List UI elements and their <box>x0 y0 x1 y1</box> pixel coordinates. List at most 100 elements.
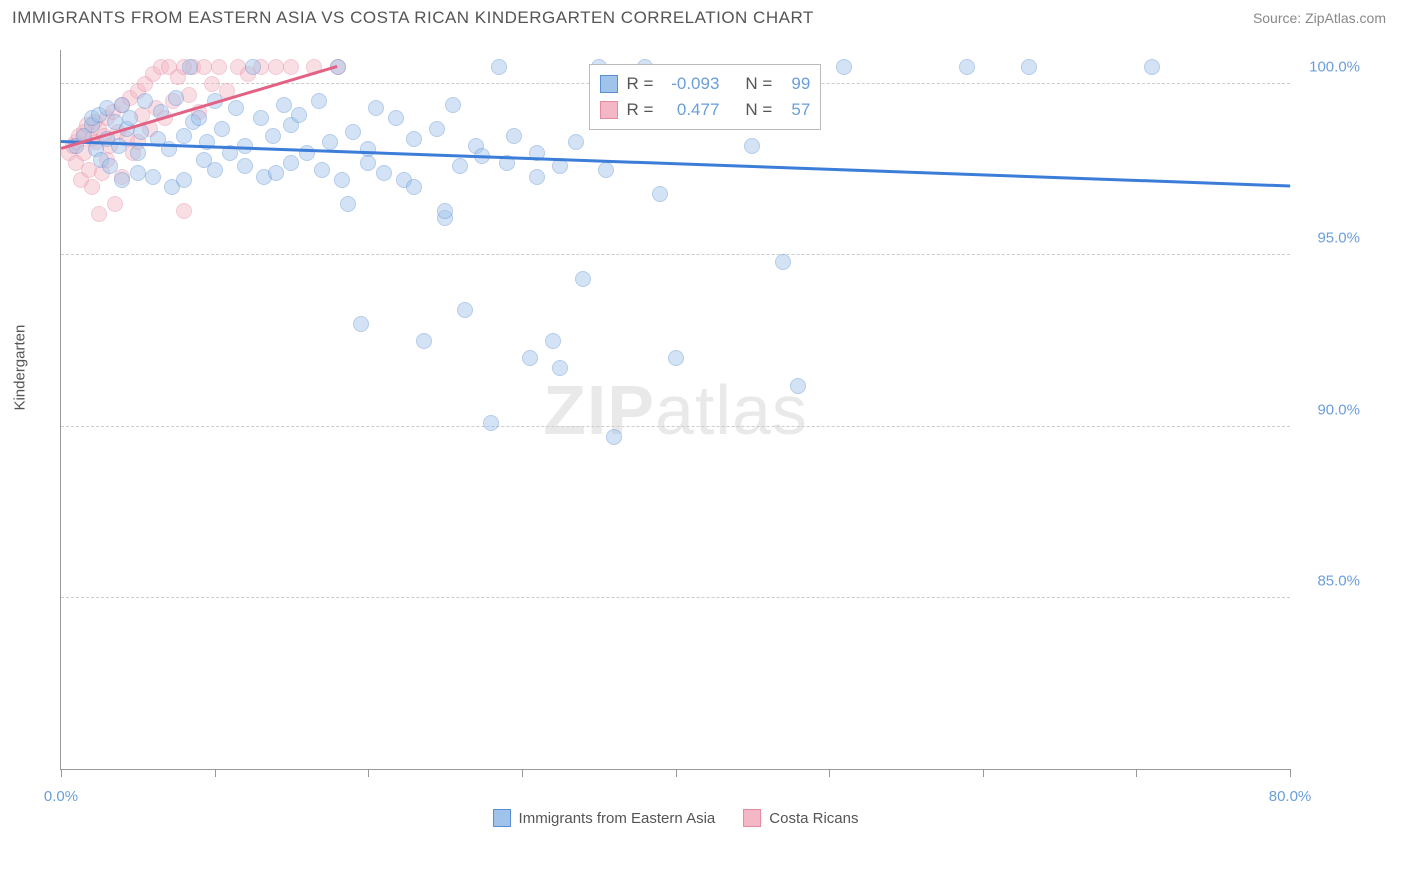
data-point <box>130 165 146 181</box>
gridline-h <box>61 254 1290 255</box>
y-tick-label: 100.0% <box>1300 59 1360 76</box>
data-point <box>137 93 153 109</box>
data-point <box>376 165 392 181</box>
data-point <box>1144 59 1160 75</box>
legend-item: Costa Ricans <box>743 809 858 827</box>
data-point <box>111 138 127 154</box>
data-point <box>102 158 118 174</box>
stat-r-value: -0.093 <box>661 74 719 94</box>
data-point <box>345 124 361 140</box>
data-point <box>340 196 356 212</box>
data-point <box>283 59 299 75</box>
stat-r-value: 0.477 <box>661 100 719 120</box>
data-point <box>775 254 791 270</box>
data-point <box>353 316 369 332</box>
data-point <box>245 59 261 75</box>
x-tick <box>368 769 369 777</box>
data-point <box>84 179 100 195</box>
watermark: ZIPatlas <box>543 370 808 450</box>
data-point <box>545 333 561 349</box>
y-tick-label: 85.0% <box>1300 572 1360 589</box>
data-point <box>114 172 130 188</box>
data-point <box>959 59 975 75</box>
stats-box: R =-0.093N =99R =0.477N =57 <box>589 64 821 130</box>
stats-row: R =0.477N =57 <box>600 97 810 123</box>
data-point <box>483 415 499 431</box>
data-point <box>265 128 281 144</box>
legend-label: Immigrants from Eastern Asia <box>519 810 716 827</box>
legend-swatch <box>493 809 511 827</box>
data-point <box>506 128 522 144</box>
data-point <box>406 179 422 195</box>
data-point <box>176 172 192 188</box>
data-point <box>291 107 307 123</box>
data-point <box>452 158 468 174</box>
data-point <box>204 76 220 92</box>
x-tick <box>983 769 984 777</box>
legend-swatch <box>600 75 618 93</box>
gridline-h <box>61 597 1290 598</box>
data-point <box>406 131 422 147</box>
data-point <box>168 90 184 106</box>
stat-n-label: N = <box>745 74 772 94</box>
data-point <box>744 138 760 154</box>
chart-container: Kindergarten ZIPatlas 85.0%90.0%95.0%100… <box>40 50 1380 840</box>
x-tick <box>215 769 216 777</box>
data-point <box>388 110 404 126</box>
data-point <box>314 162 330 178</box>
data-point <box>522 350 538 366</box>
data-point <box>176 128 192 144</box>
x-tick <box>1136 769 1137 777</box>
data-point <box>457 302 473 318</box>
chart-title: IMMIGRANTS FROM EASTERN ASIA VS COSTA RI… <box>12 8 814 28</box>
data-point <box>214 121 230 137</box>
data-point <box>491 59 507 75</box>
data-point <box>91 206 107 222</box>
data-point <box>211 59 227 75</box>
data-point <box>552 360 568 376</box>
stat-r-label: R = <box>626 74 653 94</box>
data-point <box>322 134 338 150</box>
stat-r-label: R = <box>626 100 653 120</box>
data-point <box>130 145 146 161</box>
data-point <box>445 97 461 113</box>
data-point <box>268 165 284 181</box>
x-tick <box>522 769 523 777</box>
x-tick-label: 0.0% <box>44 788 78 805</box>
legend-swatch <box>600 101 618 119</box>
data-point <box>237 158 253 174</box>
x-tick <box>829 769 830 777</box>
y-tick-label: 90.0% <box>1300 401 1360 418</box>
data-point <box>107 196 123 212</box>
data-point <box>191 110 207 126</box>
data-point <box>668 350 684 366</box>
data-point <box>437 203 453 219</box>
data-point <box>334 172 350 188</box>
data-point <box>283 155 299 171</box>
x-tick <box>676 769 677 777</box>
gridline-h <box>61 426 1290 427</box>
data-point <box>652 186 668 202</box>
x-tick-label: 80.0% <box>1269 788 1312 805</box>
data-point <box>228 100 244 116</box>
legend-bottom: Immigrants from Eastern Asia Costa Ricans <box>493 809 859 827</box>
stat-n-label: N = <box>745 100 772 120</box>
data-point <box>207 162 223 178</box>
data-point <box>360 155 376 171</box>
legend-item: Immigrants from Eastern Asia <box>493 809 716 827</box>
data-point <box>529 169 545 185</box>
data-point <box>253 110 269 126</box>
data-point <box>575 271 591 287</box>
data-point <box>176 203 192 219</box>
data-point <box>276 97 292 113</box>
data-point <box>568 134 584 150</box>
y-axis-label: Kindergarten <box>12 325 29 411</box>
source-credit: Source: ZipAtlas.com <box>1253 10 1386 26</box>
x-tick <box>61 769 62 777</box>
legend-swatch <box>743 809 761 827</box>
plot-area: ZIPatlas 85.0%90.0%95.0%100.0%0.0%80.0%R… <box>60 50 1290 770</box>
data-point <box>368 100 384 116</box>
data-point <box>416 333 432 349</box>
data-point <box>598 162 614 178</box>
data-point <box>836 59 852 75</box>
